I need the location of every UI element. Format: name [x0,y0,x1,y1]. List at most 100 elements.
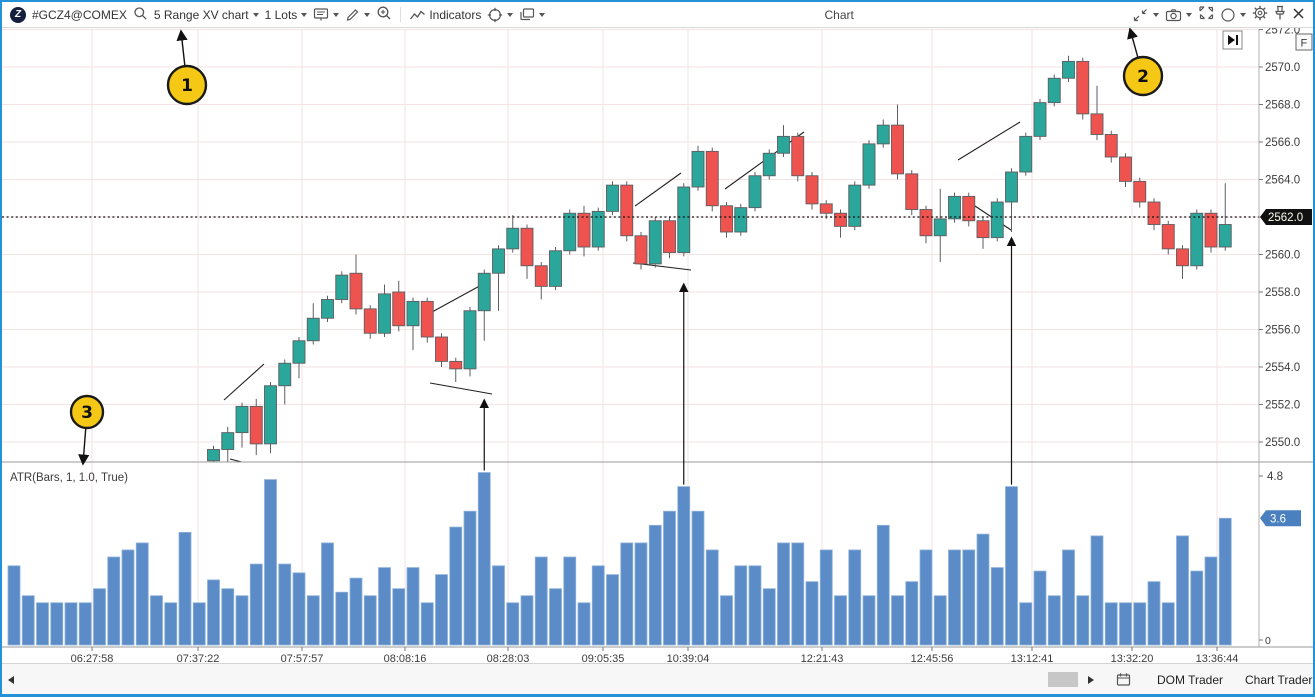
price-tick-label: 2550.0 [1265,437,1300,449]
atr-bar [919,549,933,646]
atr-bar [178,531,192,646]
atr-bar [420,602,434,646]
atr-bar [321,542,334,646]
trend-line[interactable] [223,363,265,401]
price-tick-label: 2560.0 [1265,250,1300,262]
atr-tick-label: 4.8 [1267,471,1283,483]
atr-bar [891,595,904,646]
atr-bar [520,595,534,646]
pin-button[interactable] [1274,5,1286,24]
atr-bar [264,479,277,646]
settings-button[interactable] [1252,5,1268,24]
indicators-button[interactable]: Indicators [409,8,481,22]
atr-bar [1005,486,1018,646]
crosshair-button[interactable] [487,7,514,23]
time-tick-label: 08:08:16 [384,653,427,665]
chevron-down-icon [1186,12,1192,17]
screenshot-button[interactable] [1165,8,1192,22]
atr-pane-label: ATR(Bars, 1, 1.0, True) [10,472,128,484]
atr-bar [648,524,662,646]
timeframe-label: 5 Range XV chart [153,7,249,22]
close-button[interactable] [1292,7,1305,23]
collapse-panel-button[interactable] [1133,7,1159,22]
atr-bar [606,574,619,646]
atr-current-tag [1260,510,1301,527]
price-tick-label: 2570.0 [1265,62,1300,74]
current-price-tag [1260,209,1312,225]
callout-arrow [1127,27,1139,57]
play-icon [1228,35,1235,45]
trend-line[interactable] [229,458,280,472]
trend-line[interactable] [429,382,493,395]
fullscreen-button[interactable] [1198,5,1214,24]
atr-bar [406,567,420,646]
candle-up [506,227,520,250]
atr-bar [107,556,121,646]
symbol-label[interactable]: #GCZ4@COMEX [32,7,127,22]
search-icon[interactable] [133,6,148,24]
scrollbar-thumb[interactable] [1048,672,1078,687]
atr-bar [990,567,1004,646]
candle-down [1119,156,1132,182]
callout-arrow [78,428,90,466]
chart-style-button[interactable] [313,7,340,22]
time-tick-label: 07:37:22 [177,653,220,665]
candle-up [321,299,334,319]
pencil-icon [347,9,359,21]
window-title[interactable]: Chart [824,7,854,22]
go-to-date-button[interactable] [1116,664,1131,694]
candle-up [990,201,1004,239]
atr-bar [933,595,947,646]
callout-arrow [176,29,188,66]
dom-trader-toggle[interactable]: DOM Trader [1157,672,1224,687]
candle-down [534,265,548,287]
timeframe-selector[interactable]: 5 Range XV chart [154,8,259,22]
atr-bar [93,588,106,646]
candle-up [648,220,662,265]
atr-bar [207,579,220,646]
scroll-right-button[interactable] [1088,664,1094,694]
atr-bar [577,602,591,646]
atr-bar [591,565,605,646]
chart-trader-toggle[interactable]: Chart Trader [1245,672,1313,687]
crosshair-icon [488,7,503,22]
zoom-in-icon[interactable] [376,5,392,24]
candle-down [791,135,805,177]
link-channel-button[interactable] [1220,7,1246,23]
chevron-down-icon [252,12,259,17]
candle-up [691,150,705,188]
candle-up [1005,171,1018,203]
atr-bar [1204,556,1218,646]
atr-bar [620,542,634,646]
scroll-left-button[interactable] [8,664,14,694]
time-tick-label: 07:57:57 [281,653,324,665]
atr-bar [563,556,577,646]
candle-up [563,212,577,252]
trend-line[interactable] [431,282,486,313]
candle-up [606,184,619,212]
atr-bar [1104,602,1118,646]
atr-bar [150,595,163,646]
lots-selector[interactable]: 1 Lots [265,8,308,22]
triangle-left-icon [8,675,14,684]
trend-line[interactable] [634,172,682,207]
atr-bar [78,602,92,646]
candle-down [834,212,847,227]
candle-down [663,220,676,254]
atr-bar [1047,595,1061,646]
atr-bar [976,533,990,646]
panels-button[interactable] [519,7,546,22]
callout-2: 2 [1122,27,1164,97]
candle-up [207,449,220,462]
drawing-tools-button[interactable] [345,7,371,22]
atr-bar [748,565,762,646]
price-axis-f-button[interactable]: F [1295,33,1313,51]
jump-to-latest-button[interactable] [1222,30,1243,50]
atr-bar [720,595,733,646]
trend-line[interactable] [957,121,1021,161]
atr-bar [192,602,206,646]
atr-bar [734,565,748,646]
atr-bar [549,588,562,646]
candle-down [435,336,448,362]
time-tick-label: 06:27:58 [71,653,114,665]
